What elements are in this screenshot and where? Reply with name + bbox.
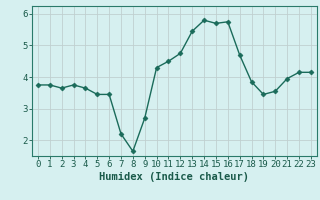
X-axis label: Humidex (Indice chaleur): Humidex (Indice chaleur) xyxy=(100,172,249,182)
